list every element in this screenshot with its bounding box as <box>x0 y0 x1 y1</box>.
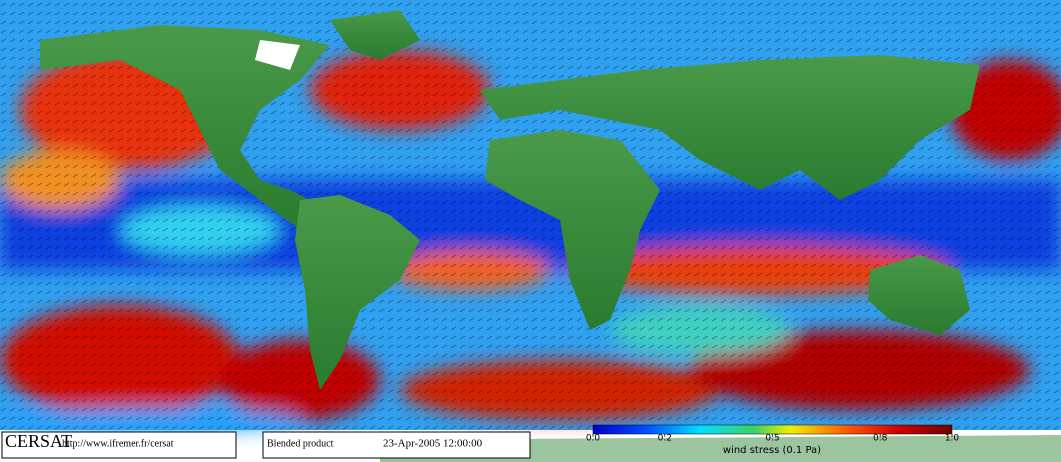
url: http://www.ifremer.fr/cersat <box>62 438 174 449</box>
logo: CERSAT <box>5 431 72 451</box>
footer: CERSAT http://www.ifremer.fr/cersat Blen… <box>1 424 953 459</box>
logo-box <box>1 431 237 459</box>
colorbar-tick-label: 0.8 <box>873 434 888 444</box>
date: 23-Apr-2005 12:00:00 <box>383 438 483 450</box>
colorbar-label: wind stress (0.1 Pa) <box>723 445 821 456</box>
product: Blended product <box>267 438 334 449</box>
colorbar-tick-label: 0.5 <box>765 434 779 444</box>
land <box>40 10 1061 462</box>
colorbar-tick-label: 0.2 <box>658 434 672 444</box>
colorbar-tick-label: 0.0 <box>586 434 601 444</box>
colorbar-tick-label: 1.0 <box>945 434 960 444</box>
product-box <box>262 431 531 459</box>
